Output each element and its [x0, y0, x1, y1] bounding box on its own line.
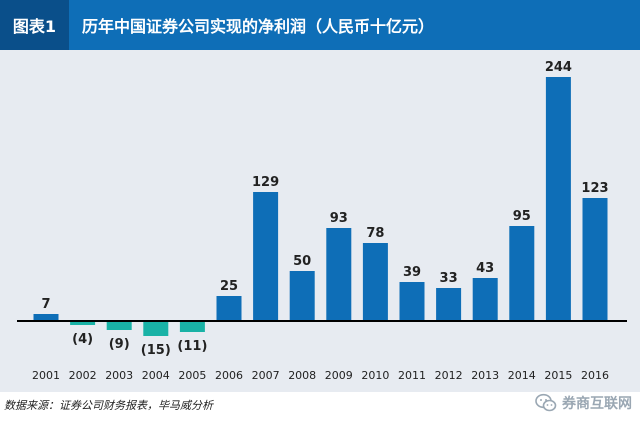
x-tick-label-2004: 2004 — [142, 369, 170, 382]
x-tick-label-2003: 2003 — [105, 369, 133, 382]
data-label-2009: 93 — [330, 211, 348, 226]
data-label-2016: 123 — [581, 181, 608, 196]
bar-2009 — [326, 228, 352, 321]
bar-2003 — [106, 321, 132, 330]
data-label-2014: 95 — [513, 209, 531, 224]
watermark-text: 券商互联网 — [562, 396, 632, 412]
chart-title: 历年中国证券公司实现的净利润（人民币十亿元） — [82, 17, 435, 36]
data-label-2004: (15) — [141, 343, 171, 358]
x-tick-label-2006: 2006 — [215, 369, 243, 382]
data-label-2007: 129 — [252, 175, 279, 190]
plot-area — [0, 50, 640, 392]
bar-2006 — [216, 296, 242, 321]
data-labels-group: 7 (4) (9) (15) (11) 25 129 50 93 78 39 33 43 95 244 123 — [41, 60, 608, 358]
bar-2011 — [399, 282, 425, 321]
watermark: 券商互联网 — [535, 393, 632, 413]
bar-2015 — [545, 77, 571, 321]
x-tick-label-2016: 2016 — [581, 369, 609, 382]
bar-2005 — [179, 321, 205, 332]
x-tick-label-2015: 2015 — [544, 369, 572, 382]
bar-2001 — [33, 314, 59, 321]
data-label-2012: 33 — [440, 271, 458, 286]
x-tick-label-2008: 2008 — [288, 369, 316, 382]
source-note: 数据来源：证券公司财务报表，毕马威分析 — [4, 399, 213, 412]
bar-2014 — [509, 226, 535, 321]
data-label-2015: 244 — [545, 60, 572, 75]
x-tick-label-2002: 2002 — [69, 369, 97, 382]
figure-tag: 图表1 — [0, 0, 69, 50]
x-tick-label-2001: 2001 — [32, 369, 60, 382]
bar-2010 — [362, 243, 388, 321]
data-label-2011: 39 — [403, 265, 421, 280]
data-label-2008: 50 — [293, 254, 311, 269]
x-tick-label-2009: 2009 — [325, 369, 353, 382]
data-label-2003: (9) — [109, 337, 130, 352]
bar-2008 — [289, 271, 315, 321]
chart-header: 图表1 历年中国证券公司实现的净利润（人民币十亿元） — [0, 0, 640, 50]
x-tick-label-2013: 2013 — [471, 369, 499, 382]
bar-chart: 7 (4) (9) (15) (11) 25 129 50 93 78 39 33 43 95 244 123… — [17, 60, 627, 382]
bar-2002 — [70, 321, 96, 325]
bar-2007 — [253, 192, 279, 321]
data-label-2001: 7 — [41, 297, 50, 312]
wechat-icon — [535, 393, 557, 412]
data-label-2010: 78 — [366, 226, 384, 241]
bars-group — [33, 77, 608, 336]
x-tick-labels-group: 2001 2002 2003 2004 2005 2006 2007 2008 2009 2010… — [32, 369, 609, 382]
data-label-2013: 43 — [476, 261, 494, 276]
x-tick-label-2007: 2007 — [252, 369, 280, 382]
x-tick-label-2014: 2014 — [508, 369, 536, 382]
bar-2004 — [143, 321, 169, 336]
x-tick-label-2012: 2012 — [435, 369, 463, 382]
data-label-2002: (4) — [72, 332, 93, 347]
x-tick-label-2011: 2011 — [398, 369, 426, 382]
bar-2012 — [436, 288, 462, 321]
x-tick-label-2005: 2005 — [178, 369, 206, 382]
data-label-2006: 25 — [220, 279, 238, 294]
data-label-2005: (11) — [177, 339, 207, 354]
bar-2016 — [582, 198, 608, 321]
bar-2013 — [472, 278, 498, 321]
x-tick-label-2010: 2010 — [361, 369, 389, 382]
